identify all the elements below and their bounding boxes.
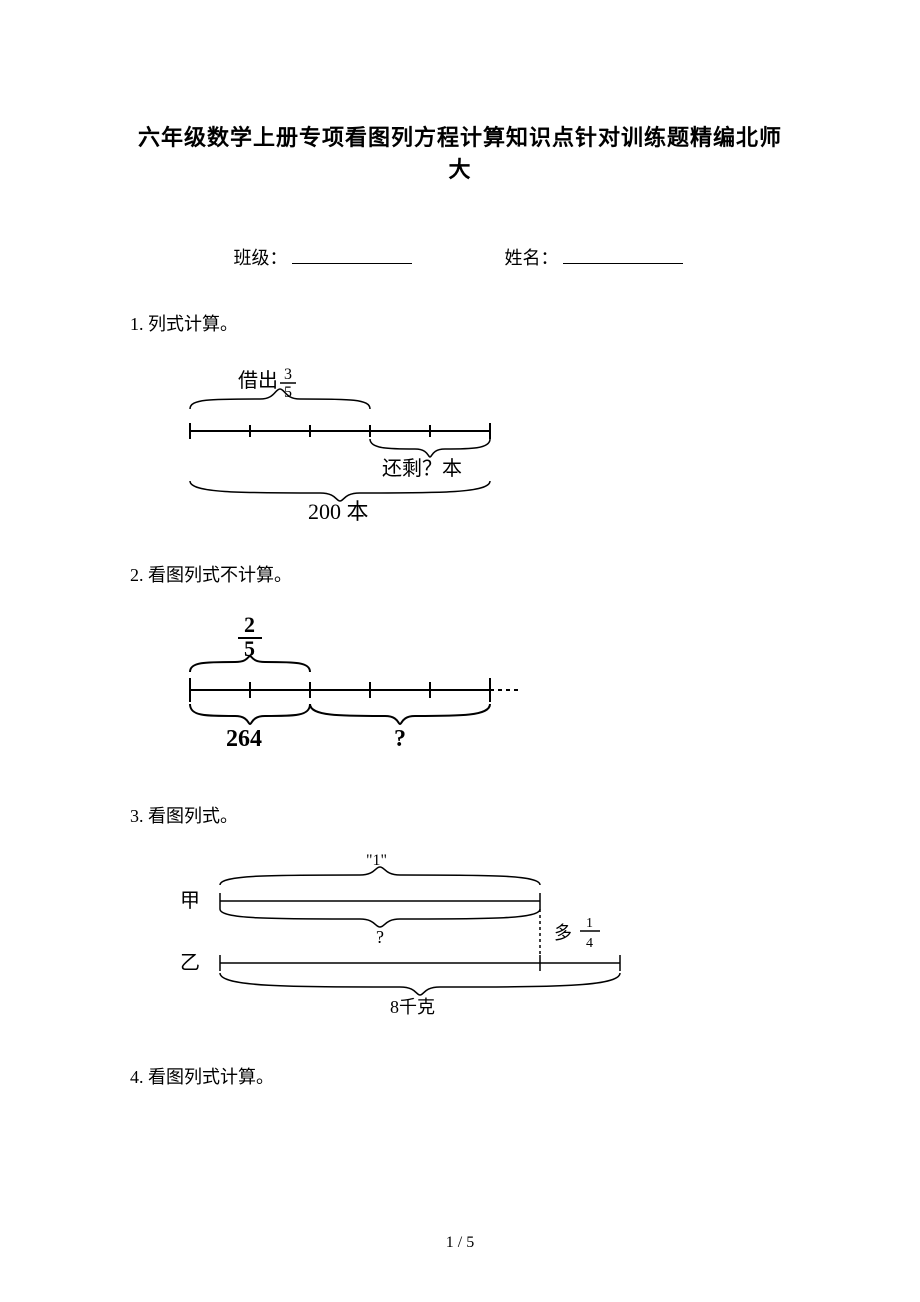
fig3-frac-num: 1 [586,916,593,931]
fig1-total: 200 本 [308,499,369,521]
fig3-q: ? [376,927,384,947]
fig3-more: 多 [554,923,572,943]
fig2-frac-num: 2 [244,612,255,637]
figure-3: "1" 甲 乙 ? 多 1 4 8千克 [150,853,790,1023]
q2-text: 看图列式不计算。 [148,565,292,585]
q2-num: 2. [130,565,144,585]
question-1: 1. 列式计算。 [130,310,790,336]
fig3-frac-den: 4 [586,936,593,951]
q3-text: 看图列式。 [148,806,238,826]
info-line: 班级： 姓名： [130,244,790,270]
fig3-jia: 甲 [180,890,200,912]
q4-num: 4. [130,1067,144,1087]
fig1-frac-den: 5 [284,384,292,401]
fig3-yi: 乙 [180,952,200,974]
fig2-left-val: 264 [226,726,262,752]
name-label: 姓名： [505,248,559,268]
q1-text: 列式计算。 [148,314,238,334]
class-blank [292,246,412,264]
class-label: 班级： [234,248,288,268]
q3-num: 3. [130,806,144,826]
fig1-lent-label: 借出 [238,369,278,392]
question-4: 4. 看图列式计算。 [130,1063,790,1089]
figure-1: 借出 3 5 还剩？本 200 本 [150,361,790,521]
q4-text: 看图列式计算。 [148,1067,274,1087]
fig2-right-val: ? [394,726,406,752]
figure-2: 2 5 264 ? [150,612,790,762]
fig1-remain: 还剩？本 [382,457,462,480]
fig3-total: 8千克 [390,997,435,1017]
fig3-one: "1" [366,853,387,869]
page-number: 1 / 5 [0,1234,920,1252]
question-3: 3. 看图列式。 [130,802,790,828]
q1-num: 1. [130,314,144,334]
page-title: 六年级数学上册专项看图列方程计算知识点针对训练题精编北师大 [130,120,790,184]
fig2-frac-den: 5 [244,636,255,661]
name-blank [563,246,683,264]
fig1-frac-num: 3 [284,366,292,383]
question-2: 2. 看图列式不计算。 [130,561,790,587]
